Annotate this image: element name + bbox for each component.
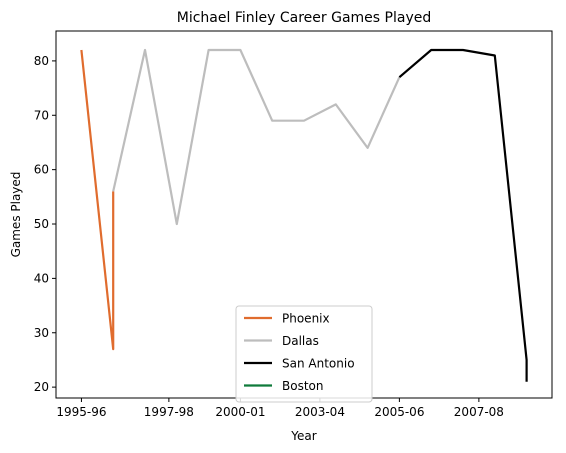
x-axis: 1995-96 1997-98 2000-01 2003-04 2005-06 2007-… [56, 398, 504, 419]
x-tick-label: 2005-06 [374, 405, 424, 419]
x-tick-label: 1997-98 [144, 405, 194, 419]
legend: Phoenix Dallas San Antonio Boston [235, 305, 373, 403]
legend-box [235, 305, 373, 403]
legend-label: Boston [282, 379, 323, 393]
y-axis-label: Games Played [9, 172, 23, 258]
x-axis-label: Year [290, 429, 316, 443]
y-tick-label: 80 [34, 54, 49, 68]
legend-label: Phoenix [282, 312, 330, 326]
plot-area [80, 48, 528, 382]
y-tick-label: 40 [34, 271, 49, 285]
series-line-phoenix [80, 49, 115, 351]
y-tick-label: 70 [34, 108, 49, 122]
y-tick-label: 50 [34, 217, 49, 231]
legend-label: Dallas [282, 334, 319, 348]
legend-label: San Antonio [282, 357, 355, 371]
y-tick-label: 30 [34, 326, 49, 340]
y-axis: 20 30 40 50 60 70 80 [34, 54, 56, 394]
x-tick-label: 2007-08 [454, 405, 504, 419]
x-tick-label: 2000-01 [215, 405, 265, 419]
y-tick-label: 20 [34, 380, 49, 394]
x-tick-label: 1995-96 [56, 405, 106, 419]
y-tick-label: 60 [34, 163, 49, 177]
x-tick-label: 2003-04 [295, 405, 345, 419]
series-line-dallas [112, 48, 401, 226]
series-line-san-antonio [398, 48, 528, 382]
chart-title: Michael Finley Career Games Played [177, 10, 431, 26]
